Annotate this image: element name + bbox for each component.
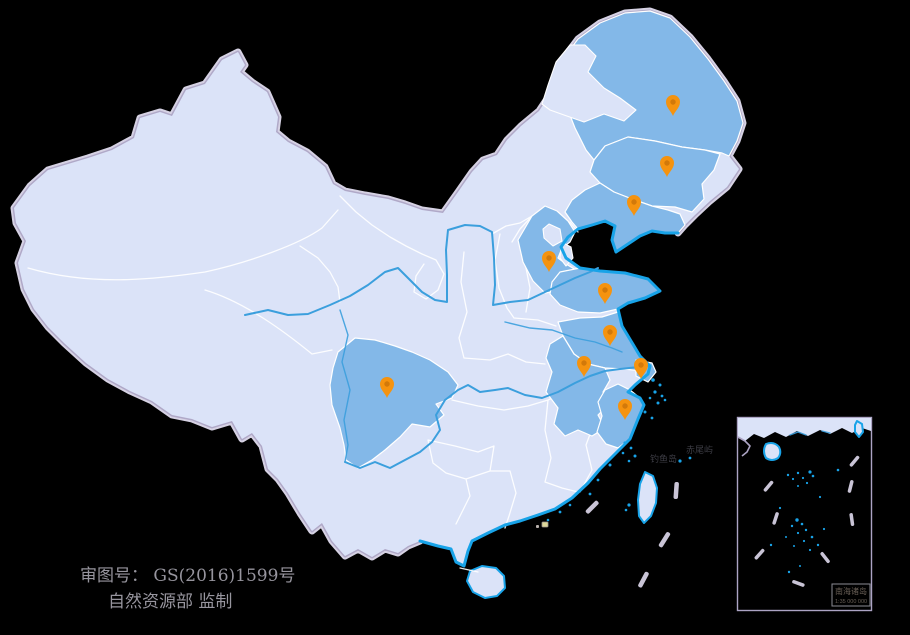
inset-label-box bbox=[831, 583, 871, 607]
hongkong-marker bbox=[541, 521, 549, 528]
pin-icon[interactable] bbox=[627, 195, 641, 216]
pin-icon[interactable] bbox=[634, 358, 648, 379]
inset-island-dots bbox=[769, 468, 840, 574]
map-pins bbox=[380, 95, 680, 420]
inset-frame bbox=[736, 416, 873, 612]
map-pin-liaoning[interactable] bbox=[627, 195, 641, 216]
map-pin-anhui[interactable] bbox=[577, 356, 591, 377]
hainan-island bbox=[466, 565, 506, 599]
map-pin-shanghai[interactable] bbox=[634, 358, 648, 379]
map-pin-shandong[interactable] bbox=[598, 283, 612, 304]
mainland-china: 钓鱼岛 赤尾屿 bbox=[10, 7, 747, 599]
map-pin-heilongjiang[interactable] bbox=[666, 95, 680, 116]
pin-hole bbox=[546, 255, 552, 261]
inset-title: 南海诸岛 bbox=[835, 586, 867, 596]
pin-hole bbox=[607, 329, 613, 335]
province-heilongjiang[interactable] bbox=[555, 10, 744, 161]
pin-hole bbox=[670, 99, 676, 105]
approval-publisher: 自然资源部 监制 bbox=[108, 592, 232, 612]
pin-hole bbox=[581, 360, 587, 366]
coastline bbox=[418, 219, 680, 568]
approval-number: 审图号： GS(2016)1599号 bbox=[80, 566, 295, 586]
inset-scale: 1:35 000 000 bbox=[835, 599, 867, 605]
map-pin-hebei[interactable] bbox=[542, 251, 556, 272]
pin-hole bbox=[384, 381, 390, 387]
inset-taiwan bbox=[854, 420, 864, 438]
pin-hole bbox=[638, 362, 644, 368]
beijing-enclave bbox=[542, 223, 563, 247]
inset-coast-accents bbox=[789, 430, 831, 436]
pin-icon[interactable] bbox=[598, 283, 612, 304]
qiongzhou-strait-line bbox=[459, 567, 479, 573]
map-pin-sichuan[interactable] bbox=[380, 377, 394, 398]
yellow-river bbox=[244, 224, 599, 316]
jinsha-river bbox=[339, 309, 351, 463]
pin-icon[interactable] bbox=[603, 325, 617, 346]
islands bbox=[459, 378, 692, 599]
map-approval: 审图号： GS(2016)1599号 自然资源部 监制 bbox=[80, 566, 295, 612]
pin-icon[interactable] bbox=[380, 377, 394, 398]
macau-marker bbox=[536, 525, 539, 528]
highlighted-provinces bbox=[329, 10, 744, 469]
map-pin-jilin[interactable] bbox=[660, 156, 674, 177]
south-china-sea-inset: 南海诸岛 1:35 000 000 bbox=[736, 416, 873, 612]
province-zhejiang[interactable] bbox=[596, 383, 645, 449]
pin-icon[interactable] bbox=[666, 95, 680, 116]
map-pin-zhejiang[interactable] bbox=[618, 399, 632, 420]
huai-river bbox=[504, 321, 623, 353]
inset-hainan bbox=[763, 442, 782, 461]
yangtze-river bbox=[344, 365, 651, 469]
inset-label: 南海诸岛 1:35 000 000 bbox=[831, 583, 871, 607]
inset-mainland bbox=[738, 418, 871, 441]
pin-hole bbox=[631, 199, 637, 205]
inset-vietnam-border bbox=[737, 436, 751, 457]
coastal-islets bbox=[546, 378, 692, 522]
inner-mongolia-wedge bbox=[541, 44, 637, 123]
pin-icon[interactable] bbox=[542, 251, 556, 272]
boundary-dashes-main bbox=[585, 482, 679, 588]
pin-hole bbox=[664, 160, 670, 166]
rivers bbox=[244, 224, 651, 469]
pin-icon[interactable] bbox=[618, 399, 632, 420]
pin-icon[interactable] bbox=[660, 156, 674, 177]
sar-markers bbox=[536, 521, 549, 528]
chiwei-islet-label: 赤尾屿 bbox=[686, 445, 713, 455]
map-pin-jiangsu[interactable] bbox=[603, 325, 617, 346]
diaoyu-island-label: 钓鱼岛 bbox=[650, 453, 677, 464]
taiwan-island bbox=[637, 471, 658, 524]
pin-hole bbox=[622, 403, 628, 409]
province-borders bbox=[27, 195, 597, 529]
province-sichuan[interactable] bbox=[329, 337, 459, 469]
pin-icon[interactable] bbox=[577, 356, 591, 377]
inset-boundary-dashes bbox=[754, 455, 860, 587]
pin-hole bbox=[602, 287, 608, 293]
